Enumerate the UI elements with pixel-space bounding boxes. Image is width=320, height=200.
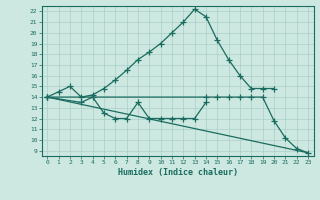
X-axis label: Humidex (Indice chaleur): Humidex (Indice chaleur) [118, 168, 237, 177]
